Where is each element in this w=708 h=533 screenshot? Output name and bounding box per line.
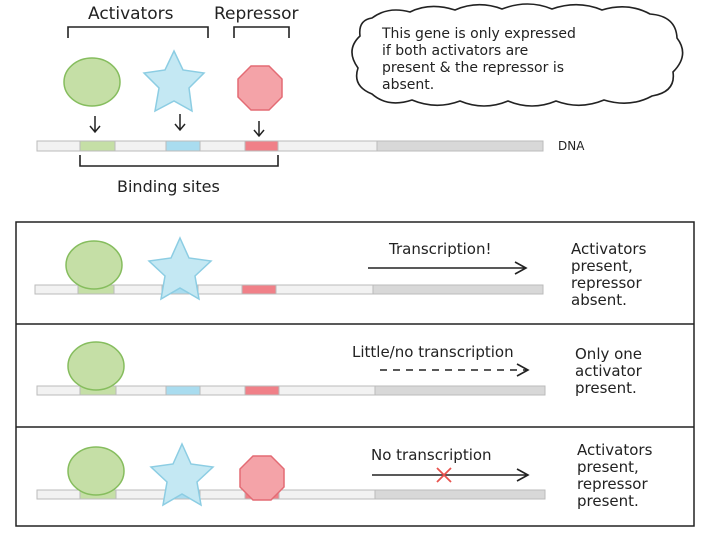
- dna-strand: [36, 140, 544, 152]
- note-line-1: This gene is only expressed: [381, 26, 576, 42]
- side-line-2: present,: [571, 257, 633, 275]
- repressor-octagon: [239, 455, 285, 501]
- no-transcription-label: No transcription: [371, 446, 492, 464]
- activators-bracket: [67, 26, 209, 38]
- note-line-4: absent.: [382, 77, 434, 93]
- activator-circle: [67, 341, 125, 391]
- star-site-empty: [165, 385, 201, 396]
- side-line-1: Only one: [575, 345, 642, 363]
- side-line-2: activator: [575, 362, 643, 380]
- binding-arrows: [89, 114, 265, 138]
- repressor-bracket: [233, 26, 290, 38]
- binding-sites-bracket: [79, 155, 279, 167]
- binding-site-star: [165, 140, 201, 152]
- side-line-1: Activators: [571, 240, 647, 258]
- note-line-3: present & the repressor is: [382, 60, 564, 76]
- activator-circle: [65, 240, 123, 290]
- repressor-label: Repressor: [214, 4, 298, 24]
- binding-site-circle: [79, 140, 116, 152]
- activator-circle: [63, 57, 121, 107]
- side-line-4: present.: [577, 492, 639, 510]
- repressor-octagon: [237, 65, 283, 111]
- overview-section: Activators Repressor DNA Binding sites: [36, 3, 684, 196]
- activators-label: Activators: [88, 4, 174, 24]
- repressor-site: [241, 284, 277, 295]
- side-line-1: Activators: [577, 441, 653, 459]
- panels-frame: [15, 221, 695, 527]
- activator-star: [147, 236, 213, 301]
- activator-star: [142, 49, 206, 113]
- activator-star: [149, 442, 215, 507]
- activator-circle: [67, 446, 125, 496]
- blocked-x-icon: [436, 467, 452, 483]
- repressor-site: [244, 385, 280, 396]
- note-line-2: if both activators are: [382, 43, 528, 59]
- panel-transcription: Transcription! Activators present, repre…: [34, 236, 647, 309]
- little-transcription-arrowhead: [516, 363, 530, 377]
- side-line-3: repressor: [577, 475, 648, 493]
- binding-sites-label: Binding sites: [117, 177, 220, 196]
- transcription-arrow: [368, 261, 528, 275]
- panel-no-transcription: No transcription Activators present, rep…: [36, 441, 653, 510]
- side-line-3: present.: [575, 379, 637, 397]
- side-line-2: present,: [577, 458, 639, 476]
- side-line-3: repressor: [571, 274, 642, 292]
- binding-site-repressor: [244, 140, 279, 152]
- note-cloud: [351, 3, 684, 107]
- no-transcription-arrow: [372, 468, 530, 482]
- transcription-label: Transcription!: [388, 240, 492, 258]
- panel-little-transcription: Little/no transcription Only one activat…: [36, 341, 643, 397]
- dna-label: DNA: [558, 139, 585, 153]
- side-line-4: absent.: [571, 291, 627, 309]
- little-transcription-label: Little/no transcription: [352, 343, 514, 361]
